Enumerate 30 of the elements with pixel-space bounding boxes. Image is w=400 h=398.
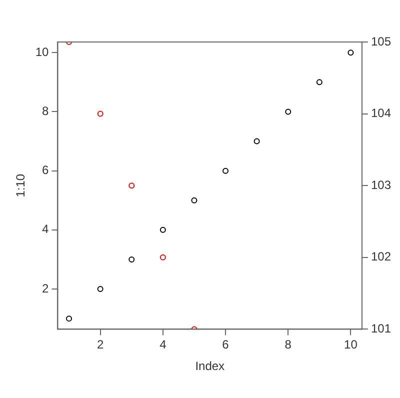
x-tick-label: 2 — [96, 338, 104, 352]
y-tick-label: 6 — [42, 163, 50, 178]
point — [222, 168, 229, 174]
x-tick-label: 6 — [222, 338, 230, 352]
y-tick-label: 2 — [42, 281, 50, 296]
point — [348, 50, 354, 56]
y2-tick-label: 102 — [370, 250, 392, 264]
point — [160, 226, 166, 233]
point — [97, 286, 104, 292]
point — [316, 79, 322, 86]
x-tick-label: 10 — [344, 338, 358, 352]
y2-tick-label: 105 — [370, 34, 392, 48]
point — [254, 138, 260, 144]
y-axis-title: 1:10 — [14, 174, 28, 198]
y2-tick-label: 103 — [370, 178, 392, 192]
point — [128, 256, 135, 262]
x-axis-title: Index — [195, 359, 225, 374]
point — [66, 316, 72, 322]
y-tick-label: 8 — [42, 104, 50, 118]
y2-tick-label: 104 — [370, 106, 392, 120]
x-tick-label: 4 — [160, 338, 167, 352]
point — [191, 197, 198, 204]
y-tick-label: 4 — [42, 222, 50, 236]
point — [285, 108, 292, 115]
point — [128, 182, 135, 189]
point — [160, 254, 166, 260]
y-tick-label: 10 — [35, 44, 50, 59]
y2-tick-label: 101 — [370, 322, 392, 336]
x-tick-label: 8 — [284, 338, 292, 352]
point — [97, 110, 104, 117]
